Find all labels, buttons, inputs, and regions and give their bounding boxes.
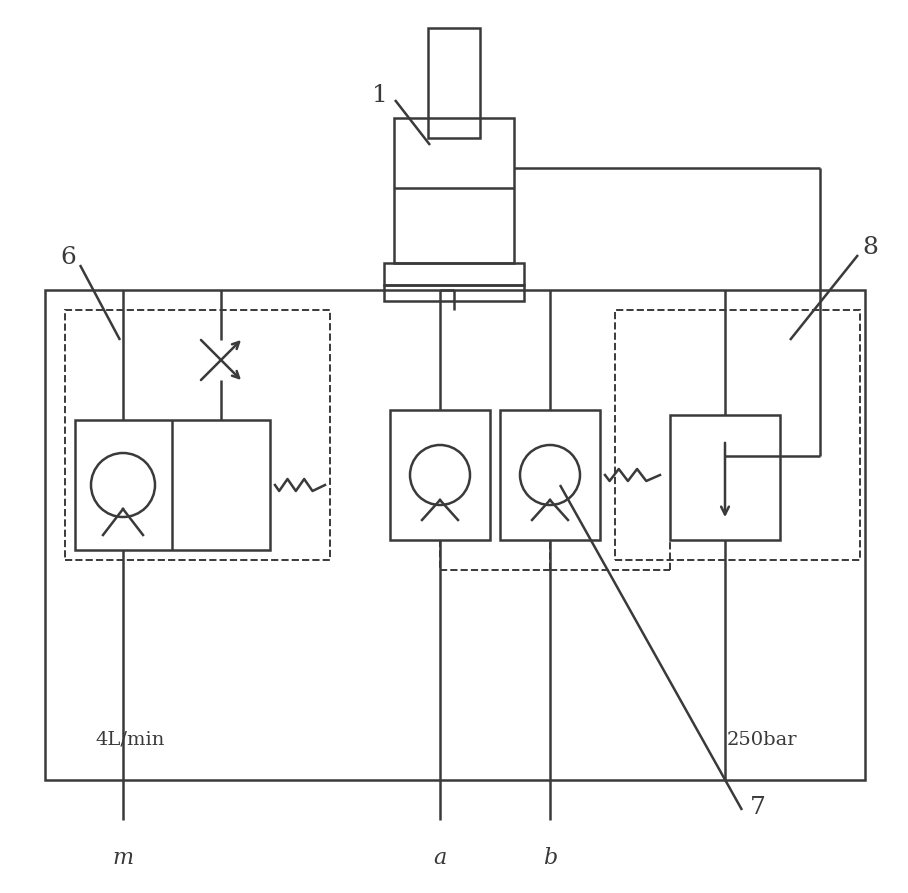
- Bar: [75, 420, 270, 550]
- Text: 6: 6: [60, 246, 76, 270]
- Bar: [384, 285, 524, 301]
- Bar: [390, 410, 490, 540]
- Text: b: b: [543, 847, 558, 869]
- Text: 7: 7: [750, 797, 766, 820]
- Bar: [615, 310, 860, 560]
- Bar: [45, 290, 865, 780]
- Text: 8: 8: [862, 237, 878, 260]
- Bar: [428, 28, 480, 138]
- Bar: [384, 263, 524, 285]
- Bar: [500, 410, 600, 540]
- Bar: [670, 415, 780, 540]
- Text: m: m: [113, 847, 133, 869]
- Bar: [65, 310, 330, 560]
- Bar: [394, 118, 514, 263]
- Text: 1: 1: [372, 84, 388, 106]
- Text: a: a: [433, 847, 447, 869]
- Text: 4L/min: 4L/min: [95, 731, 164, 749]
- Text: 250bar: 250bar: [726, 731, 797, 749]
